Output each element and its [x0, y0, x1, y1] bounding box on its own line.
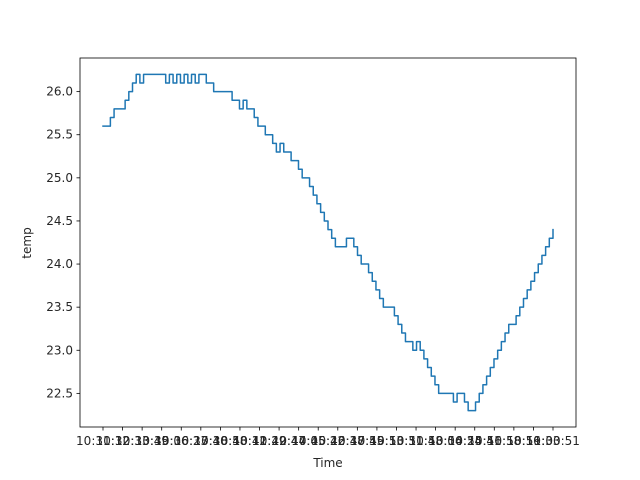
x-tick-label: 10:53:06 [409, 434, 463, 448]
x-tick-label: 10:50:31 [370, 434, 424, 448]
y-tick-label: 25.0 [46, 171, 73, 185]
x-tick-label: 10:31:12 [76, 434, 130, 448]
x-tick-label: 10:54:24 [428, 434, 482, 448]
x-tick-label: 10:59:33 [506, 434, 560, 448]
x-tick-label: 10:44:05 [272, 434, 326, 448]
y-axis: 22.5 23.0 23.5 24.0 24.5 25.0 25.5 26.0 [46, 85, 80, 400]
x-tick-label: 11:00:51 [526, 434, 580, 448]
x-axis: 10:31:1210:32:3310:33:4910:35:0610:36:23… [76, 427, 580, 448]
x-tick-label: 10:46:38 [311, 434, 365, 448]
x-tick-label: 10:41:29 [233, 434, 287, 448]
x-tick-label: 10:33:49 [115, 434, 169, 448]
x-axis-title: Time [312, 456, 342, 470]
x-tick-label: 10:56:58 [467, 434, 521, 448]
x-tick-label: 10:51:48 [389, 434, 443, 448]
y-tick-label: 24.0 [46, 257, 73, 271]
y-tick-label: 23.5 [46, 300, 73, 314]
x-tick-label: 10:49:13 [350, 434, 404, 448]
x-tick-label: 10:38:58 [193, 434, 247, 448]
x-tick-label: 10:32:33 [96, 434, 150, 448]
plot-area [80, 58, 576, 427]
x-tick-label: 10:47:55 [330, 434, 384, 448]
y-tick-label: 25.5 [46, 128, 73, 142]
x-tick-label: 10:35:06 [135, 434, 189, 448]
y-tick-label: 22.5 [46, 386, 73, 400]
x-tick-label: 10:40:12 [213, 434, 267, 448]
y-tick-label: 26.0 [46, 85, 73, 99]
x-tick-label: 10:42:47 [252, 434, 306, 448]
x-tick-label: 10:55:41 [448, 434, 502, 448]
y-axis-title: temp [20, 227, 34, 258]
y-tick-label: 24.5 [46, 214, 73, 228]
x-tick-label: 10:36:23 [154, 434, 208, 448]
x-tick-label: 10:58:16 [487, 434, 541, 448]
y-tick-label: 23.0 [46, 343, 73, 357]
x-tick-label: 10:45:22 [291, 434, 345, 448]
series-layer [102, 73, 554, 412]
axes-frame [79, 57, 577, 428]
series-line [102, 73, 554, 412]
x-tick-label: 10:37:40 [174, 434, 228, 448]
